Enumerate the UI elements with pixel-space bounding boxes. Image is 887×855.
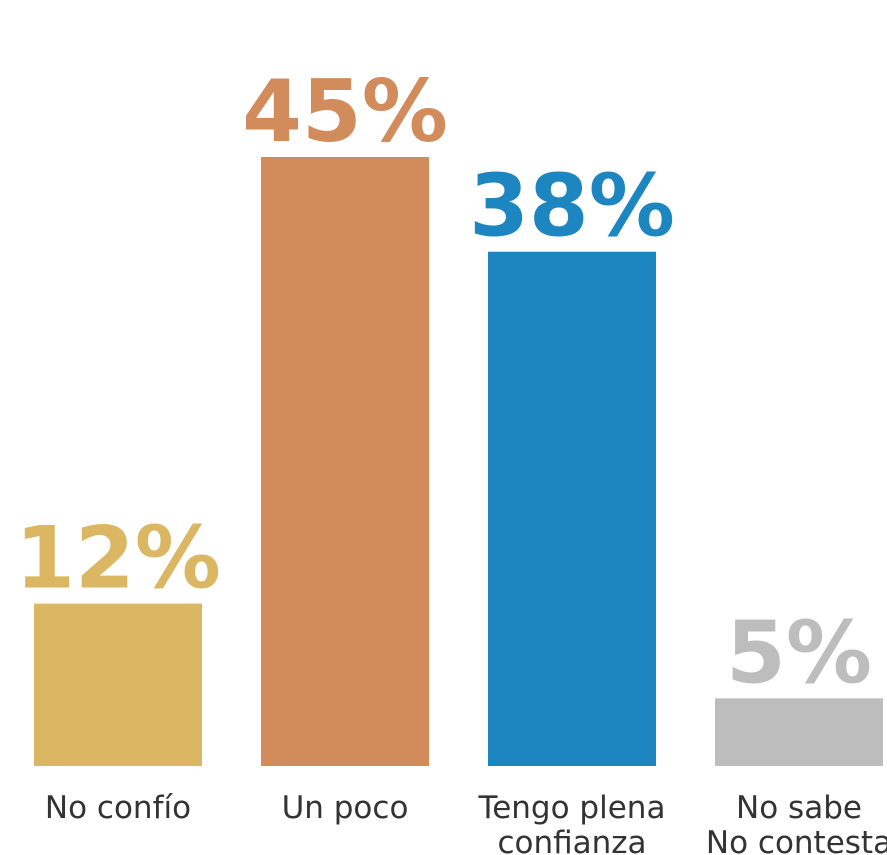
category-label-line: No sabe: [736, 790, 862, 826]
value-label-no-sabe-no-contesta: 5%: [726, 603, 872, 703]
bar-no-sabe-no-contesta: [715, 698, 883, 766]
category-label-no-confio: No confío: [45, 790, 191, 826]
bar-tengo-plena-confianza: [488, 251, 656, 766]
category-label-no-sabe-no-contesta: No sabe No contesta: [706, 790, 887, 855]
value-label-un-poco: 45%: [242, 62, 448, 162]
bars-group: [34, 157, 883, 766]
bar-no-confio: [34, 603, 202, 766]
category-label-un-poco: Un poco: [282, 790, 409, 826]
category-label-line: No contesta: [706, 825, 887, 855]
bar-un-poco: [261, 157, 429, 766]
category-label-line: Un poco: [282, 790, 409, 826]
category-label-tengo-plena-confianza: Tengo plena confianza: [478, 790, 666, 855]
value-label-tengo-plena-confianza: 38%: [469, 157, 675, 257]
category-labels-group: No confío Un poco Tengo plena confianza No s…: [45, 790, 887, 855]
category-label-line: confianza: [497, 825, 646, 855]
value-label-no-confio: 12%: [15, 509, 221, 609]
value-labels-group: 12% 45%38% 5%: [15, 62, 872, 703]
category-label-line: Tengo plena: [478, 790, 666, 826]
category-label-line: No confío: [45, 790, 191, 826]
